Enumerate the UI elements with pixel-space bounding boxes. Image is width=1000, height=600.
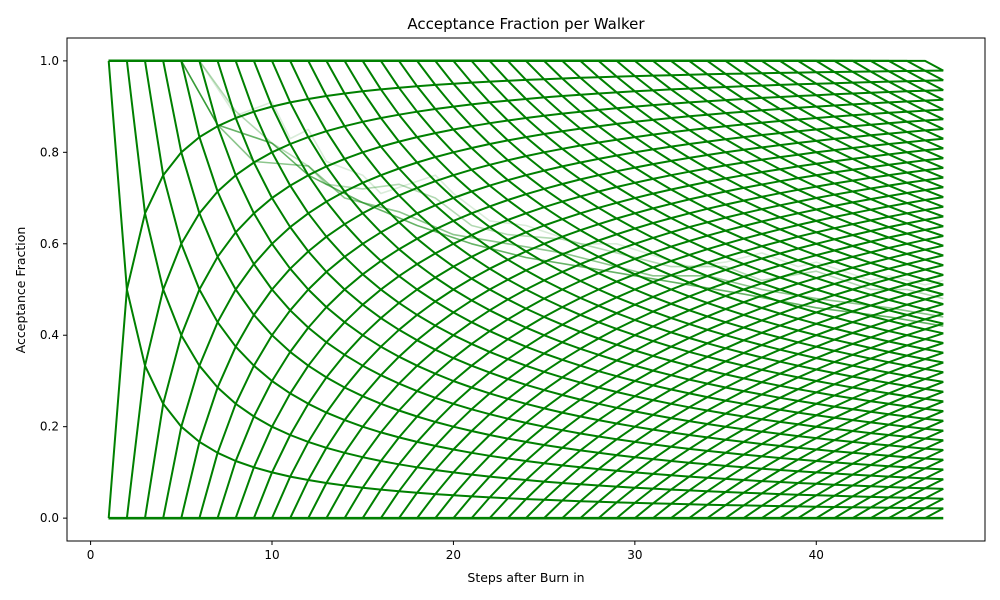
chart-title: Acceptance Fraction per Walker: [407, 15, 645, 33]
y-tick-label-5: 1.0: [40, 54, 59, 68]
x-axis-label: Steps after Burn in: [467, 570, 584, 585]
series-line-rise-8: [108, 137, 944, 520]
series-line-light-0: [198, 60, 944, 286]
series-line-rise-7: [108, 128, 944, 520]
series-line-light-3: [180, 60, 944, 327]
x-tick-label-0: 0: [87, 548, 95, 562]
series-line-rise-3: [108, 89, 944, 520]
x-tick-label-30: 30: [627, 548, 642, 562]
plot-frame: [66, 37, 986, 542]
series-line-rise-5: [108, 108, 944, 520]
x-tick-label-10: 10: [264, 548, 279, 562]
series-line-rise-6: [108, 118, 944, 520]
y-tick-label-0: 0.0: [40, 511, 59, 525]
series-line-rise-1: [107, 69, 944, 519]
series-line-light-1: [198, 60, 944, 300]
y-tick-label-1: 0.2: [40, 420, 59, 434]
y-tick-label-4: 0.8: [40, 145, 59, 159]
series-layer: [107, 59, 944, 520]
series-line-rise-2: [108, 79, 944, 520]
y-tick-label-2: 0.4: [40, 328, 59, 342]
x-tick-label-20: 20: [446, 548, 461, 562]
y-axis-label: Acceptance Fraction: [13, 227, 28, 354]
x-tick-label-40: 40: [809, 548, 824, 562]
series-line-decay-46: [108, 59, 944, 72]
ticks-layer: 0 10 20 30 40 0.0 0.2 0.4 0.6 0.8 1.0: [40, 54, 824, 562]
y-tick-label-3: 0.6: [40, 237, 59, 251]
series-line-rise-4: [108, 98, 944, 520]
